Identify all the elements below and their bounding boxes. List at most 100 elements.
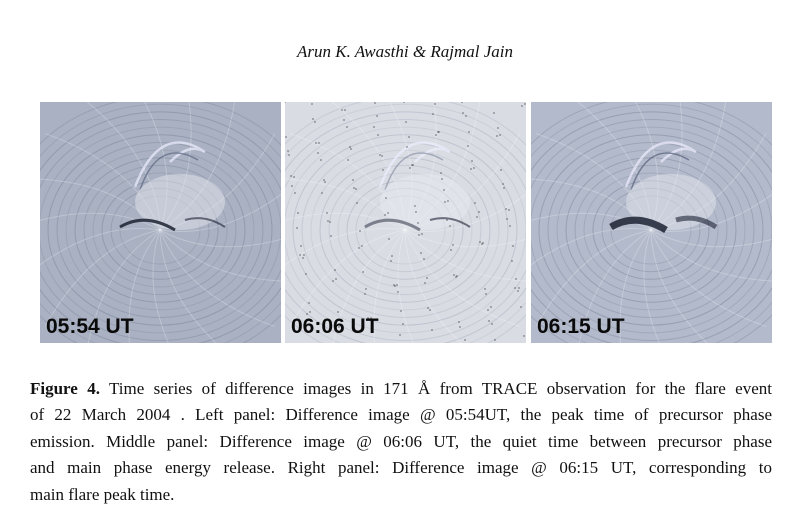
image-texture: [384, 214, 386, 216]
image-texture: [40, 103, 281, 343]
image-texture: [624, 141, 697, 188]
image-texture: [630, 152, 690, 191]
image-texture: [517, 290, 519, 292]
image-texture: [40, 111, 281, 343]
image-texture: [377, 134, 379, 136]
image-texture: [285, 103, 526, 343]
image-texture: [524, 103, 526, 105]
image-texture: [293, 176, 295, 178]
image-texture: [462, 112, 464, 114]
caption-line: and main phase energy release. Right pan…: [30, 458, 772, 478]
image-texture: [420, 252, 422, 254]
image-texture: [427, 307, 429, 309]
image-texture: [302, 257, 304, 259]
image-texture: [505, 208, 507, 210]
image-texture: [461, 102, 463, 103]
caption-line: main flare peak time.: [30, 484, 175, 504]
image-texture: [332, 229, 406, 343]
image-texture: [404, 133, 521, 231]
image-texture: [478, 211, 480, 213]
image-texture: [159, 229, 217, 343]
image-texture: [40, 212, 161, 231]
image-texture: [459, 326, 461, 328]
caption-line: emission. Middle panel: Difference image…: [30, 431, 772, 451]
caption-line: Figure 4. Time series of difference imag…: [30, 376, 772, 402]
image-texture: [520, 306, 522, 308]
image-texture: [458, 321, 460, 323]
image-texture: [650, 229, 767, 327]
image-texture: [404, 229, 462, 343]
image-texture: [370, 317, 372, 319]
image-texture: [423, 258, 425, 260]
image-texture: [297, 212, 299, 214]
image-texture: [285, 111, 526, 343]
image-texture: [399, 334, 401, 336]
image-texture: [503, 187, 505, 189]
image-texture: [650, 102, 683, 231]
image-texture: [404, 102, 437, 231]
image-texture: [650, 229, 772, 282]
image-texture: [429, 217, 471, 228]
image-texture: [349, 146, 351, 148]
image-texture: [404, 102, 481, 231]
image-texture: [306, 313, 308, 315]
image-texture: [159, 193, 281, 233]
image-texture: [303, 254, 305, 256]
image-texture: [330, 235, 332, 237]
image-texture: [287, 150, 289, 152]
image-texture: [373, 126, 375, 128]
image-texture: [499, 134, 501, 136]
image-texture: [396, 284, 398, 286]
image-texture: [352, 179, 354, 181]
image-texture: [384, 152, 444, 191]
image-texture: [493, 112, 495, 114]
image-texture: [47, 134, 273, 326]
image-texture: [449, 225, 451, 227]
image-texture: [482, 242, 484, 244]
image-texture: [350, 148, 352, 150]
image-texture: [364, 293, 366, 295]
authors: Arun K. Awasthi & Rajmal Jain: [297, 42, 513, 61]
image-texture: [494, 339, 496, 341]
image-texture: [390, 260, 392, 262]
image-texture: [373, 229, 406, 343]
image-texture: [406, 146, 408, 148]
image-texture: [364, 218, 421, 232]
image-texture: [432, 113, 434, 115]
image-texture: [402, 323, 404, 325]
image-texture: [577, 102, 652, 231]
image-texture: [474, 202, 476, 204]
image-texture: [334, 269, 336, 271]
image-texture: [435, 134, 437, 136]
image-panel: 06:06 UT: [285, 102, 526, 343]
image-texture: [441, 178, 443, 180]
image-texture: [311, 103, 313, 105]
image-texture: [650, 229, 708, 343]
image-texture: [511, 260, 513, 262]
image-texture: [440, 172, 442, 174]
image-texture: [40, 178, 161, 231]
image-texture: [374, 102, 376, 104]
image-texture: [388, 238, 390, 240]
image-texture: [331, 102, 406, 231]
image-texture: [133, 141, 206, 188]
image-texture: [404, 229, 521, 327]
image-texture: [359, 230, 361, 232]
image-texture: [355, 188, 357, 190]
image-texture: [324, 181, 326, 183]
image-texture: [292, 134, 518, 326]
image-texture: [346, 126, 348, 128]
image-texture: [159, 102, 236, 231]
image-texture: [650, 133, 767, 231]
image-texture: [452, 244, 454, 246]
image-texture: [479, 241, 481, 243]
image-texture: [320, 159, 322, 161]
image-texture: [521, 105, 523, 107]
image-texture: [502, 183, 504, 185]
image-texture: [488, 320, 490, 322]
image-texture: [323, 179, 325, 181]
caption: Figure 4. Time series of difference imag…: [30, 376, 772, 508]
image-texture: [650, 102, 727, 231]
image-texture: [300, 245, 302, 247]
image-texture: [467, 145, 469, 147]
